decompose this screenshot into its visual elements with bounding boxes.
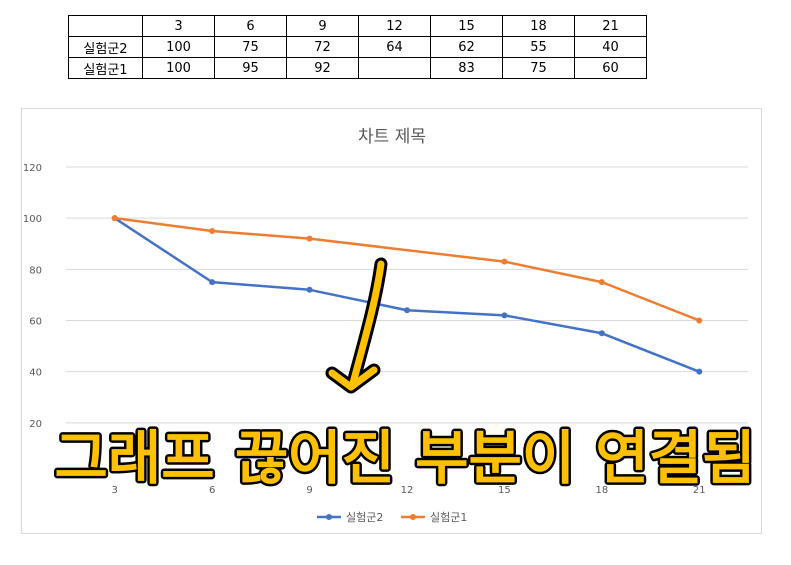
series-2 xyxy=(111,215,703,324)
legend-item: 실험군1 xyxy=(401,511,467,524)
y-tick-label: 40 xyxy=(29,368,42,379)
y-tick-label: 60 xyxy=(29,317,42,328)
data-point xyxy=(306,235,313,242)
data-point xyxy=(501,312,508,319)
table-cell: 60 xyxy=(574,57,647,79)
data-table: 3 6 9 12 15 18 21 실험군2 100 75 72 64 62 55 40 실험군1 100 95 9… xyxy=(68,15,647,79)
data-point xyxy=(598,330,605,337)
series-line xyxy=(114,216,700,322)
table-cell: 100 xyxy=(142,57,215,79)
y-tick-label: 20 xyxy=(29,419,42,430)
down-arrow-icon xyxy=(325,257,388,394)
data-point xyxy=(306,286,313,293)
x-tick-label: 12 xyxy=(401,485,414,496)
x-tick-label: 21 xyxy=(693,485,706,496)
annotation-text: 그래프 끊어진 부분이 연결됨 xyxy=(55,424,756,492)
data-point xyxy=(598,279,605,286)
table-cell: 83 xyxy=(430,57,503,79)
y-axis-ticks: 20 40 60 80 100 120 xyxy=(23,163,42,430)
data-point xyxy=(209,279,216,286)
series-lines xyxy=(111,215,703,375)
x-tick-label: 18 xyxy=(595,485,608,496)
legend-marker xyxy=(326,514,332,520)
x-tick-label: 9 xyxy=(306,485,312,496)
legend-item: 실험군2 xyxy=(317,511,383,524)
data-point xyxy=(696,368,703,375)
chart-area: 차트 제목 20 40 60 80 100 120 3 6 9 12 15 18 21 실험군2 실험군… xyxy=(21,108,762,534)
data-point xyxy=(209,227,216,234)
table-cell: 21 xyxy=(574,15,647,37)
x-tick-label: 15 xyxy=(498,485,511,496)
table-cell: 75 xyxy=(502,57,575,79)
legend-label: 실험군1 xyxy=(430,511,467,524)
y-tick-label: 80 xyxy=(29,265,42,276)
table-cell: 95 xyxy=(214,57,287,79)
table-cell: 64 xyxy=(358,36,431,58)
table-row: 실험군2 100 75 72 64 62 55 40 xyxy=(68,36,647,58)
legend-marker xyxy=(410,514,416,520)
table-row: 실험군1 100 95 92 83 75 60 xyxy=(68,57,647,79)
x-tick-label: 3 xyxy=(112,485,118,496)
legend-label: 실험군2 xyxy=(346,511,383,524)
table-cell: 40 xyxy=(574,36,647,58)
data-point xyxy=(111,215,118,222)
y-tick-label: 120 xyxy=(23,163,42,174)
data-point xyxy=(404,307,410,314)
table-cell: 62 xyxy=(430,36,503,58)
data-point xyxy=(696,317,703,324)
chart-title: 차트 제목 xyxy=(358,127,426,147)
data-point xyxy=(501,258,508,265)
gridlines xyxy=(66,166,748,424)
x-tick-label: 6 xyxy=(209,485,215,496)
table-cell: 75 xyxy=(214,36,287,58)
row-header-cell: 실험군1 xyxy=(68,57,143,79)
legend: 실험군2 실험군1 xyxy=(317,511,467,524)
y-tick-label: 100 xyxy=(23,214,42,225)
x-axis-ticks: 3 6 9 12 15 18 21 xyxy=(112,485,706,496)
